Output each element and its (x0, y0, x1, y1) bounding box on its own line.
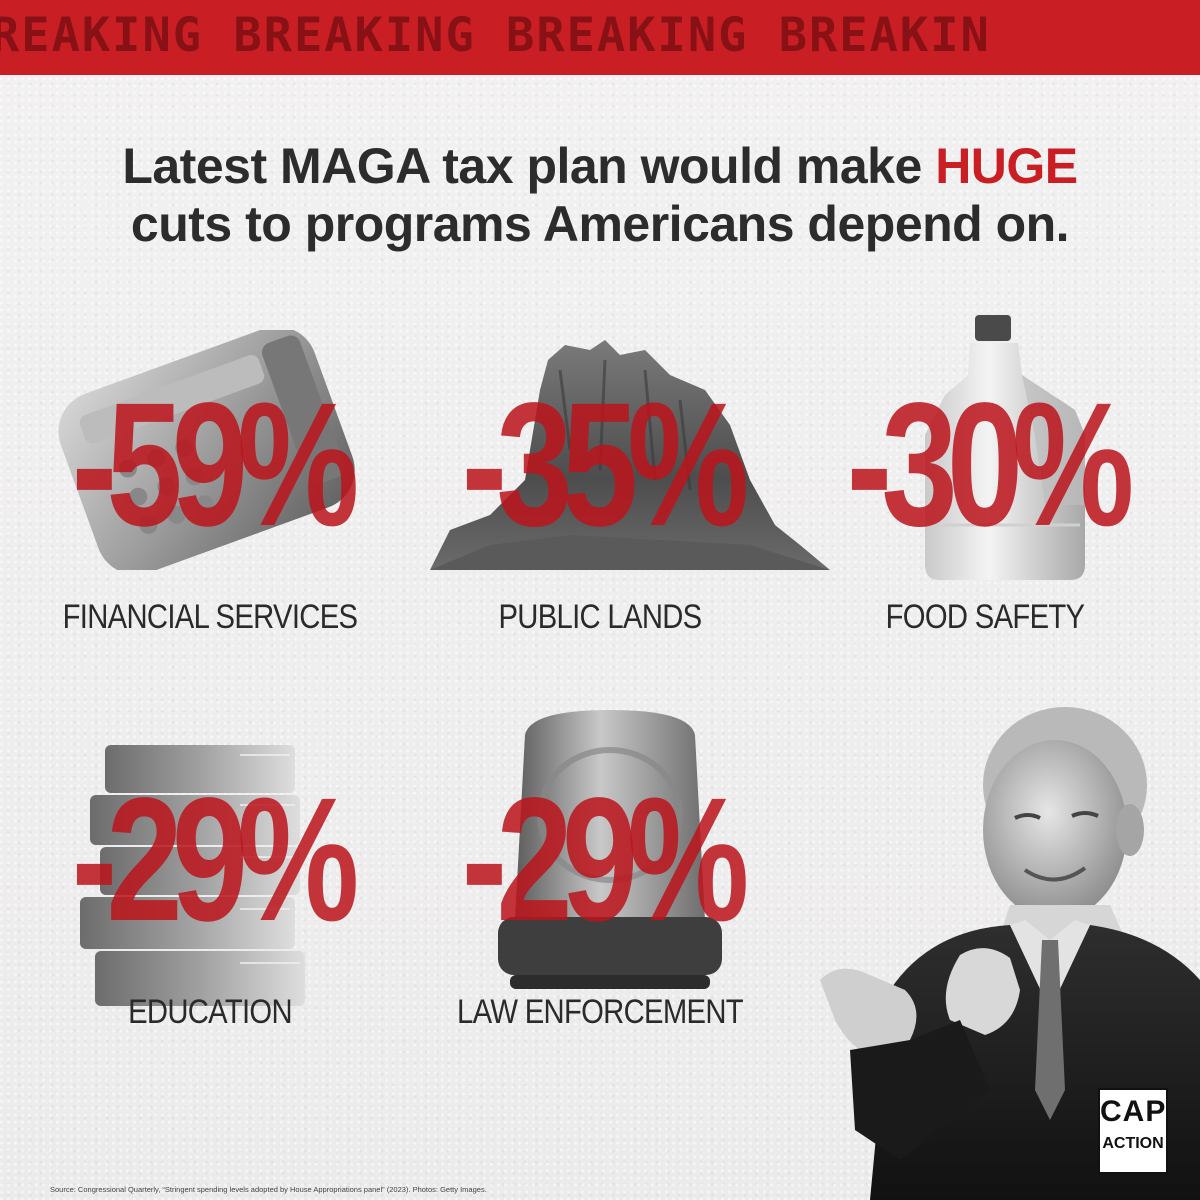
headline: Latest MAGA tax plan would make HUGE cut… (0, 137, 1200, 253)
cut-food-safety: -30% FOOD SAFETY (795, 310, 1175, 636)
cut-education: -29% EDUCATION (20, 705, 400, 1031)
breaking-banner-text: REAKING BREAKING BREAKING BREAKIN (0, 8, 991, 63)
logo-line-2: ACTION (1102, 1135, 1164, 1152)
books-icon (80, 745, 305, 1006)
cut-percent: -59% (71, 367, 360, 563)
cut-percent: -29% (71, 762, 360, 958)
cut-public-lands: -35% PUBLIC LANDS (410, 310, 830, 636)
headline-line-2: cuts to programs Americans depend on. (130, 196, 1070, 252)
cut-law-enforcement: -29% LAW ENFORCEMENT (410, 705, 790, 1031)
cut-financial-services: -59% FINANCIAL SERVICES (20, 310, 400, 636)
siren-light-icon (498, 710, 722, 989)
payment-terminal-icon (58, 330, 355, 570)
cut-percent: -29% (461, 762, 750, 958)
cut-percent: -35% (461, 367, 750, 563)
cut-percent: -30% (846, 367, 1135, 563)
cut-label: EDUCATION (128, 993, 293, 1031)
headline-line-1: Latest MAGA tax plan would make HUGE (0, 137, 1200, 195)
breaking-banner: REAKING BREAKING BREAKING BREAKIN (0, 0, 1200, 75)
cut-label: LAW ENFORCEMENT (457, 993, 744, 1031)
milk-jug-icon (925, 315, 1085, 580)
cut-label: FOOD SAFETY (885, 598, 1085, 636)
source-note: Source: Congressional Quarterly, “String… (50, 1185, 487, 1194)
cap-action-logo: CAP ACTION (1098, 1088, 1168, 1174)
cut-label: FINANCIAL SERVICES (62, 598, 358, 636)
cut-label: PUBLIC LANDS (498, 598, 702, 636)
mountain-icon (430, 340, 830, 570)
logo-line-1: CAP (1100, 1095, 1167, 1128)
headline-line-1-text: Latest MAGA tax plan would make (122, 138, 936, 194)
headline-emphasis: HUGE (935, 138, 1078, 194)
